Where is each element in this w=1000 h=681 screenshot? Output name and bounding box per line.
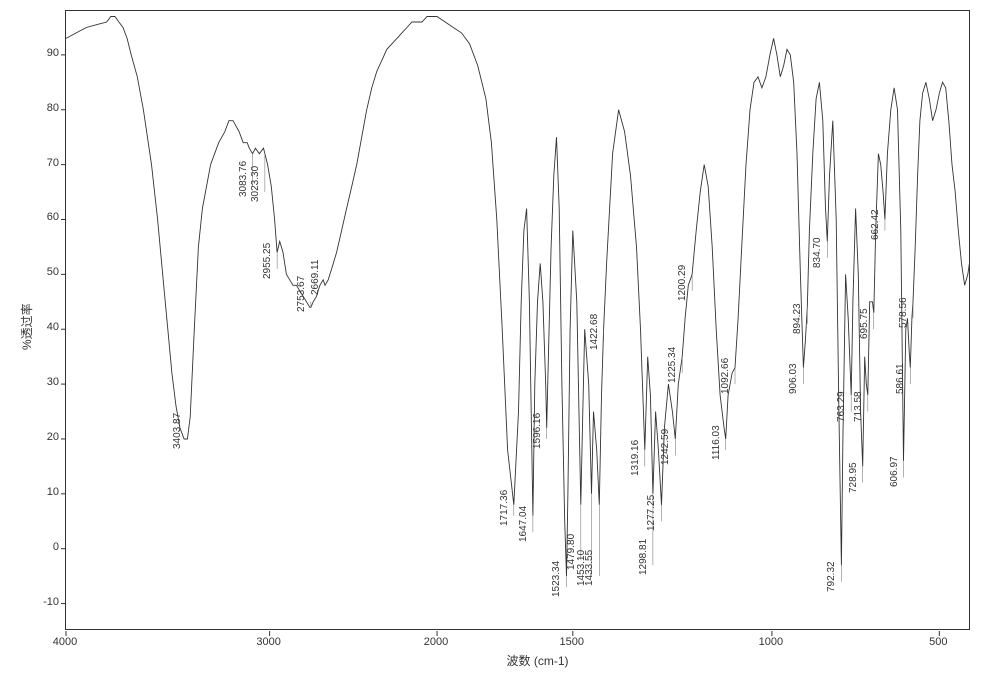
peak-label: 792.32 (826, 561, 837, 592)
x-tick-label: 1000 (759, 636, 783, 648)
peak-label: 586.61 (895, 364, 906, 395)
peak-label: 1319.16 (630, 440, 641, 476)
y-tick-label: 30 (33, 376, 59, 388)
peak-label: 1422.68 (589, 314, 600, 350)
x-tick-label: 500 (929, 636, 947, 648)
peak-label: 906.03 (788, 364, 799, 395)
spectrum-line (66, 17, 969, 577)
peak-label: 763.29 (836, 391, 847, 422)
y-tick-label: 0 (33, 541, 59, 553)
peak-label: 3083.76 (238, 160, 249, 196)
peak-label: 662.42 (870, 210, 881, 241)
peak-label: 834.70 (812, 237, 823, 268)
peak-label: 2669.11 (310, 260, 321, 295)
peak-label: 1277.25 (646, 495, 657, 531)
peak-label: 606.97 (889, 457, 900, 488)
peak-label: 713.58 (853, 391, 864, 422)
y-tick-label: 50 (33, 266, 59, 278)
peak-label: 1116.03 (711, 425, 722, 460)
peak-label: 728.95 (848, 462, 859, 493)
peak-label: 1092.66 (720, 358, 731, 394)
ir-spectrum-chart: %透过率 波数 (cm-1) -100102030405060708090400… (0, 0, 1000, 681)
y-tick-label: -10 (33, 596, 59, 608)
y-tick-label: 20 (33, 431, 59, 443)
x-tick-label: 4000 (53, 636, 77, 648)
peak-label: 3403.87 (172, 413, 183, 449)
y-tick-label: 60 (33, 211, 59, 223)
y-tick-label: 90 (33, 47, 59, 59)
x-tick-label: 1500 (560, 636, 584, 648)
x-axis-title: 波数 (cm-1) (478, 652, 598, 669)
y-tick-label: 10 (33, 486, 59, 498)
peak-label: 1225.34 (667, 347, 678, 383)
y-tick-label: 40 (33, 321, 59, 333)
x-tick-label: 3000 (256, 636, 280, 648)
peak-label: 1523.34 (551, 561, 562, 597)
x-tick-label: 2000 (424, 636, 448, 648)
peak-label: 1596.16 (532, 413, 543, 449)
peak-label: 2753.67 (296, 276, 307, 312)
peak-label: 894.23 (792, 303, 803, 334)
peak-label: 1647.04 (518, 506, 529, 542)
peak-label: 3023.30 (250, 166, 261, 202)
peak-label: 1298.81 (638, 539, 649, 575)
peak-label: 695.75 (859, 309, 870, 340)
peak-label: 578.56 (898, 298, 909, 329)
y-tick-label: 70 (33, 157, 59, 169)
peak-label: 1717.36 (499, 490, 510, 526)
peak-label: 1242.59 (660, 429, 671, 465)
peak-label: 1433.55 (584, 550, 595, 586)
y-tick-label: 80 (33, 102, 59, 114)
peak-label: 2955.25 (262, 243, 273, 279)
peak-label: 1200.29 (677, 265, 688, 301)
